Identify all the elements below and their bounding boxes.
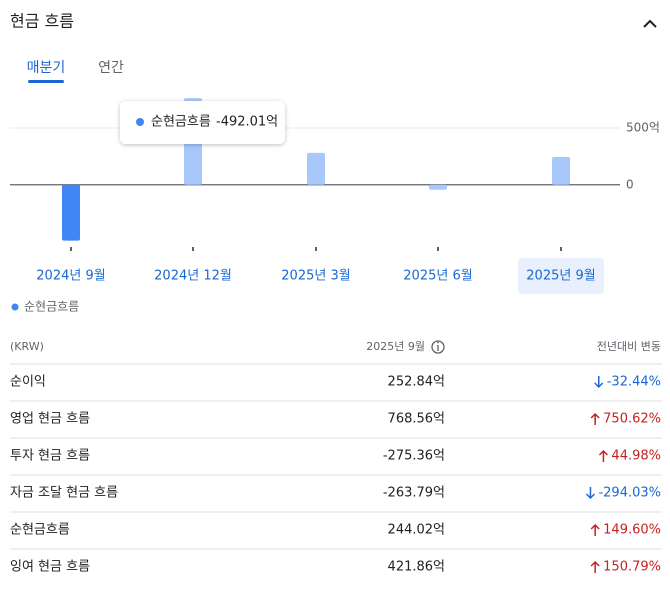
row-value: 421.86억 [388,560,445,575]
column-header: (KRW) [10,340,44,353]
legend-dot [11,303,19,311]
info-icon[interactable] [431,340,445,354]
x-tick-label: 2025년 3월 [281,269,350,284]
row-label: 영업 현금 흐름 [10,412,90,427]
bar [62,184,80,241]
row-change: 44.98% [611,449,661,464]
x-tick-label: 2024년 9월 [36,269,105,284]
tab[interactable]: 매분기 [27,60,66,76]
bar [307,152,325,185]
legend-label: 순현금흐름 [24,300,79,314]
row-change: -32.44% [607,375,661,390]
change-arrow [590,560,600,573]
y-tick-label: 0 [626,177,634,191]
row-value: -275.36억 [383,449,445,464]
row-label: 순이익 [10,375,46,390]
x-tick-label: 2025년 6월 [403,269,472,284]
row-value: -263.79억 [383,486,445,501]
row-label: 자금 조달 현금 흐름 [10,486,118,501]
bar [552,157,570,185]
row-change: 149.60% [603,523,661,538]
change-arrow [594,376,604,389]
row-value: 244.02억 [388,523,445,538]
row-label: 잉여 현금 흐름 [10,560,90,575]
bar [429,184,447,190]
change-arrow [585,487,595,500]
row-label: 투자 현금 흐름 [10,449,90,464]
title: 현금 흐름 [10,12,74,31]
row-label: 순현금흐름 [10,523,70,538]
tab-indicator [28,80,64,83]
row-value: 252.84억 [388,375,445,390]
column-header: 2025년 9월 [366,340,425,353]
tooltip-dot [136,118,144,126]
row-change: 750.62% [603,412,661,427]
change-arrow [590,523,600,536]
collapse-icon[interactable] [643,19,657,28]
x-tick-label: 2024년 12월 [154,269,232,284]
row-change: -294.03% [598,486,661,501]
tooltip-value: -492.01억 [216,115,278,130]
y-tick-label: 500억 [626,120,660,134]
selected-period [518,258,604,294]
change-arrow [590,412,600,425]
column-header: 전년대비 변동 [597,340,661,353]
row-change: 150.79% [603,560,661,575]
change-arrow [598,449,608,462]
tooltip [120,101,285,144]
tooltip-series: 순현금흐름 [151,115,211,130]
tab[interactable]: 연간 [98,60,124,76]
row-value: 768.56억 [388,412,445,427]
x-tick-label: 2025년 9월 [526,269,595,284]
